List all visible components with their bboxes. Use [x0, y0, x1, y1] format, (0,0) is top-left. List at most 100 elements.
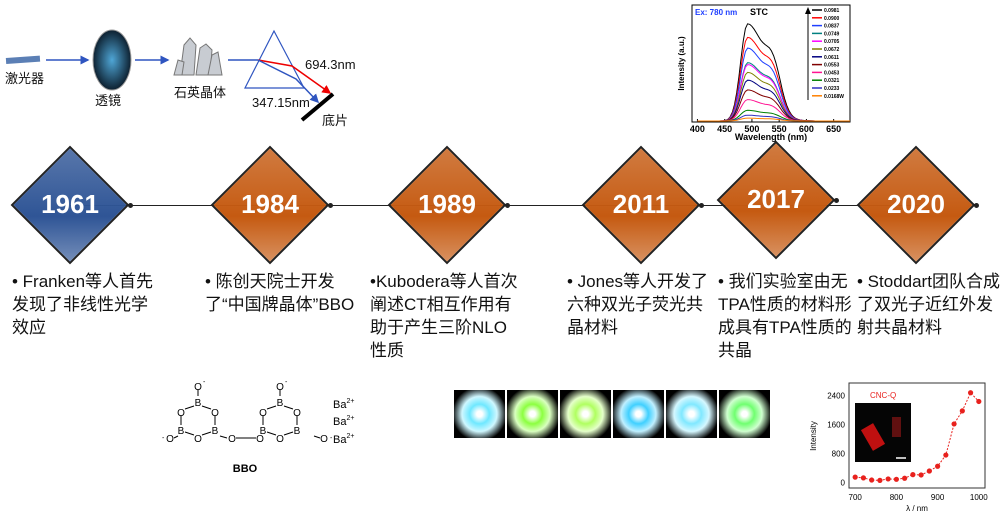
fluorescence-images — [453, 390, 771, 440]
atom-label: O — [256, 434, 264, 445]
crystal-label: 石英晶体 — [174, 85, 227, 100]
data-point — [902, 475, 908, 481]
data-point — [910, 472, 916, 478]
optical-setup — [5, 29, 335, 122]
x-tick-label: 800 — [890, 493, 904, 502]
milestone-year: 2017 — [747, 184, 805, 214]
series-line — [697, 117, 850, 122]
legend-label: 0.0749 — [824, 31, 840, 37]
atom-label: B — [212, 426, 219, 437]
milestone-year: 1961 — [41, 189, 99, 219]
data-point — [943, 452, 949, 458]
legend-label: 0.0233 — [824, 86, 840, 92]
charge-label: - — [162, 435, 165, 442]
atom-label: O — [166, 434, 174, 445]
y-tick-label: 2400 — [827, 392, 845, 401]
legend-label: 0.0168W — [824, 94, 844, 100]
bond-lines — [262, 390, 298, 436]
legend-label: 0.0611 — [824, 55, 839, 61]
atom-label: B — [195, 398, 202, 409]
atom-label: O — [320, 434, 328, 445]
milestone-description: • Franken等人首先发现了非线性光学效应 — [12, 272, 154, 337]
excitation-annotation: Ex: 780 nm — [695, 8, 737, 17]
x-axis-label: Wavelength (nm) — [735, 132, 807, 142]
milestone-description: • 我们实验室由无TPA性质的材料形成具有TPA性质的共晶 — [718, 272, 852, 360]
crystal-image — [892, 417, 901, 437]
film-label: 底片 — [322, 113, 349, 128]
fluorescence-image — [613, 390, 664, 438]
series-line — [697, 114, 850, 122]
x-axis-label: λ / nm — [906, 504, 928, 513]
crystal-image — [860, 423, 886, 451]
x-tick-label: 400 — [690, 124, 705, 134]
timeline-dot — [699, 203, 704, 208]
milestone-description: • Stoddart团队合成了双光子近红外发射共晶材料 — [857, 272, 1000, 337]
stc-spectrum-chart: 400 450 500 550 600 650 Wavelength (nm) Intensi… — [677, 4, 851, 142]
timeline-dot — [328, 203, 333, 208]
blue-wavelength-label: 347.15nm — [252, 95, 310, 110]
quartz-crystal-icon — [173, 37, 223, 76]
milestone-year: 1984 — [241, 189, 299, 219]
atom-label: B — [277, 398, 284, 409]
fluorescence-image — [560, 390, 611, 438]
cnc-q-chart: 700 800 900 1000 0 800 1600 2400 λ / nm Intensity… — [809, 382, 988, 513]
timeline-dot — [505, 203, 510, 208]
milestone-year: 2011 — [612, 189, 670, 219]
data-point — [976, 398, 982, 405]
x-tick-label: 550 — [772, 124, 787, 134]
milestone-year: 2020 — [887, 189, 945, 219]
y-tick-label: 0 — [841, 479, 846, 488]
atom-label: B — [294, 426, 301, 437]
timeline-dot — [974, 203, 979, 208]
atom-label: O — [293, 408, 301, 419]
milestone-year: 1989 — [418, 189, 476, 219]
x-tick-label: 1000 — [970, 493, 988, 502]
bond-lines — [173, 435, 321, 439]
x-tick-label: 900 — [931, 493, 945, 502]
timeline-dot — [128, 203, 133, 208]
legend-label: 0.0321 — [824, 78, 840, 84]
series-line — [697, 99, 850, 122]
data-point — [951, 421, 957, 427]
x-tick-label: 650 — [826, 124, 841, 134]
y-axis-label: Intensity — [809, 421, 818, 451]
film-plate — [300, 92, 335, 122]
milestone-description: •Kubodera等人首次阐述CT相互作用有助于产生三阶NLO性质 — [370, 272, 518, 360]
atom-label: O — [276, 382, 284, 393]
timeline-dot — [834, 198, 839, 203]
atom-label: O — [194, 434, 202, 445]
laser-label: 激光器 — [5, 71, 45, 86]
data-point — [852, 474, 858, 480]
x-tick-label: 500 — [744, 124, 759, 134]
compound-name: BBO — [233, 463, 258, 475]
atom-label: O — [211, 408, 219, 419]
fluorescence-image — [719, 390, 770, 438]
atom-label: O — [276, 434, 284, 445]
legend-label: 0.0553 — [824, 63, 840, 69]
barium-ion: Ba2+ — [333, 433, 354, 446]
plot-frame — [848, 382, 986, 489]
data-point — [935, 463, 941, 469]
milestone-description: • Jones等人开发了六种双光子荧光共晶材料 — [567, 272, 709, 337]
atom-label: O — [228, 434, 236, 445]
y-tick-label: 800 — [832, 450, 846, 459]
y-axis-label: Intensity (a.u.) — [677, 36, 686, 91]
legend-label: 0.0672 — [824, 47, 840, 53]
fluorescence-image — [507, 390, 558, 438]
arrow-head — [805, 7, 811, 14]
plot-frame — [691, 4, 851, 123]
charge-label: - — [240, 435, 243, 442]
data-point — [869, 477, 875, 483]
chart-title: STC — [750, 7, 769, 17]
chart-title: CNC-Q — [870, 391, 896, 400]
data-point — [885, 476, 891, 482]
x-tick-label: 700 — [849, 493, 863, 502]
lens-label: 透镜 — [95, 93, 122, 108]
legend-label: 0.0837 — [824, 24, 840, 30]
lens-icon — [92, 29, 132, 91]
fluorescence-image — [454, 390, 505, 438]
barium-ion: Ba2+ — [333, 398, 354, 411]
data-point — [860, 475, 867, 481]
